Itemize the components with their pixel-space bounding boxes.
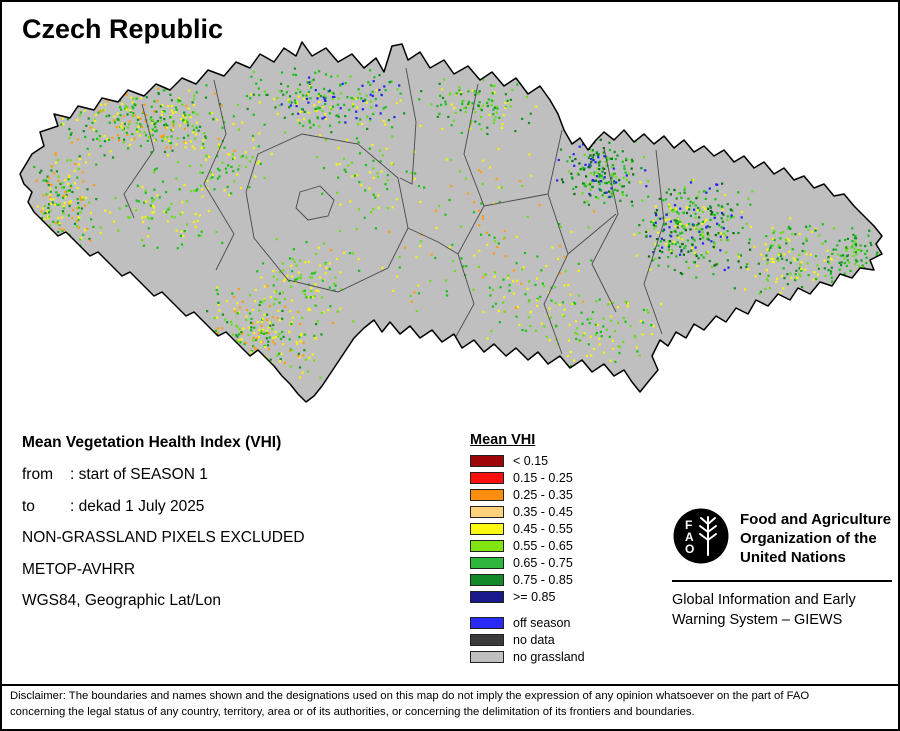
metadata-from: from : start of SEASON 1 — [22, 465, 305, 484]
fao-org-line: Organization of the — [740, 530, 877, 547]
legend-swatch — [470, 634, 504, 646]
fao-divider — [672, 580, 892, 582]
legend-label: no data — [513, 633, 555, 647]
disclaimer-line-1: Disclaimer: The boundaries and names sho… — [10, 690, 810, 702]
legend-swatch — [470, 489, 504, 501]
legend-label: 0.55 - 0.65 — [513, 539, 573, 553]
page-title: Czech Republic — [22, 14, 224, 44]
svg-text:O: O — [685, 542, 694, 556]
giews-line: Global Information and Early — [672, 592, 856, 608]
legend-label: 0.35 - 0.45 — [513, 505, 573, 519]
disclaimer-line-2: concerning the legal status of any count… — [10, 705, 695, 718]
legend-label: off season — [513, 616, 571, 630]
legend-title: Mean VHI — [470, 432, 536, 448]
legend-row: 0.35 - 0.45 — [470, 505, 585, 519]
legend-row: 0.15 - 0.25 — [470, 471, 585, 485]
legend-row: no data — [470, 633, 585, 647]
from-value: : start of SEASON 1 — [70, 466, 208, 483]
legend-row: 0.25 - 0.35 — [470, 488, 585, 502]
legend-row: 0.65 - 0.75 — [470, 556, 585, 570]
region-boundaries — [123, 67, 665, 355]
metadata-sensor: METOP-AVHRR — [22, 560, 136, 578]
legend-label: 0.15 - 0.25 — [513, 471, 573, 485]
legend-label: no grassland — [513, 650, 585, 664]
legend-row: 0.75 - 0.85 — [470, 573, 585, 587]
fao-header: F A O Food and Agriculture Organization … — [672, 507, 892, 567]
legend-swatch — [470, 574, 504, 586]
legend-swatch — [470, 651, 504, 663]
giews-line: Warning System – GIEWS — [672, 612, 843, 628]
disclaimer: Disclaimer: The boundaries and names sho… — [10, 689, 896, 720]
legend-classes: < 0.15 0.15 - 0.25 0.25 - 0.35 0.35 - 0.45 0… — [470, 454, 585, 604]
legend-row: >= 0.85 — [470, 590, 585, 604]
country-outline — [19, 41, 883, 403]
fao-logo-icon: F A O — [673, 508, 729, 564]
metadata-title: Mean Vegetation Health Index (VHI) — [22, 434, 282, 451]
legend-label: 0.25 - 0.35 — [513, 488, 573, 502]
legend-swatch — [470, 540, 504, 552]
legend-label: 0.65 - 0.75 — [513, 556, 573, 570]
fao-org-line: Food and Agriculture — [740, 511, 892, 528]
legend-label: 0.75 - 0.85 — [513, 573, 573, 587]
legend-row: no grassland — [470, 650, 585, 664]
svg-text:A: A — [685, 530, 694, 544]
legend-swatch — [470, 591, 504, 603]
czech-republic-map — [19, 41, 883, 403]
legend-row: 0.55 - 0.65 — [470, 539, 585, 553]
country-fill — [20, 42, 882, 402]
legend-extra: off season no data no grassland — [470, 616, 585, 664]
legend-swatch — [470, 557, 504, 569]
legend-label: >= 0.85 — [513, 590, 556, 604]
to-value: : dekad 1 July 2025 — [70, 497, 205, 515]
fao-org-line: United Nations — [740, 549, 846, 566]
to-label: to — [22, 497, 35, 515]
vhi-pixels-layer — [30, 67, 882, 379]
legend-row: < 0.15 — [470, 454, 585, 468]
legend-row: 0.45 - 0.55 — [470, 522, 585, 536]
legend-label: < 0.15 — [513, 454, 549, 468]
legend-label: 0.45 - 0.55 — [513, 522, 573, 536]
fao-org-name: Food and Agriculture Organization of the… — [740, 507, 891, 567]
legend-swatch — [470, 455, 504, 467]
fao-block: F A O Food and Agriculture Organization … — [672, 507, 892, 630]
legend-swatch — [470, 523, 504, 535]
legend: Mean VHI < 0.15 0.15 - 0.25 0.25 - 0.35 0.3… — [470, 432, 585, 667]
metadata-exclusion: NON-GRASSLAND PIXELS EXCLUDED — [22, 529, 305, 546]
metadata-projection: WGS84, Geographic Lat/Lon — [22, 592, 222, 609]
svg-text:F: F — [685, 518, 692, 532]
legend-row: off season — [470, 616, 585, 630]
legend-swatch — [470, 472, 504, 484]
legend-swatch — [470, 617, 504, 629]
legend-swatch — [470, 506, 504, 518]
footer-divider — [2, 684, 898, 686]
from-label: from — [22, 466, 53, 483]
map-metadata: Mean Vegetation Health Index (VHI) from … — [22, 433, 305, 623]
giews-name: Global Information and Early Warning Sys… — [672, 590, 892, 630]
metadata-to: to : dekad 1 July 2025 — [22, 497, 305, 516]
